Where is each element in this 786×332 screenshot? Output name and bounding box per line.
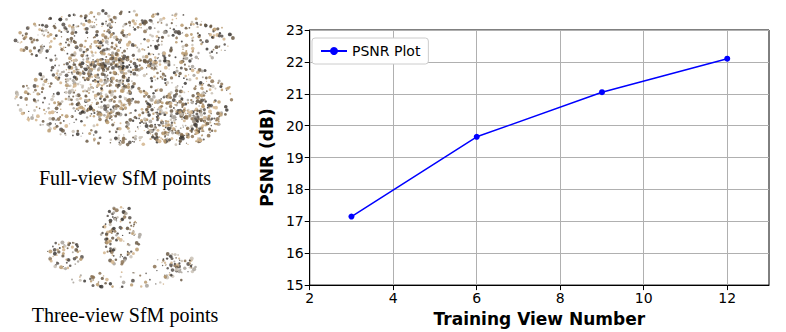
svg-text:10: 10	[635, 290, 653, 306]
svg-text:12: 12	[718, 290, 736, 306]
svg-text:2: 2	[305, 290, 314, 306]
svg-text:6: 6	[472, 290, 481, 306]
svg-text:16: 16	[286, 245, 304, 261]
svg-text:Training View Number: Training View Number	[434, 309, 646, 329]
svg-text:4: 4	[389, 290, 398, 306]
svg-text:18: 18	[286, 181, 304, 197]
svg-text:PSNR (dB): PSNR (dB)	[257, 108, 277, 207]
svg-text:8: 8	[556, 290, 565, 306]
svg-text:19: 19	[286, 150, 304, 166]
svg-text:23: 23	[286, 22, 304, 38]
svg-text:PSNR Plot: PSNR Plot	[352, 43, 421, 59]
svg-text:22: 22	[286, 54, 304, 70]
svg-text:17: 17	[286, 213, 304, 229]
svg-text:20: 20	[286, 118, 304, 134]
svg-text:Full-view SfM points: Full-view SfM points	[39, 167, 211, 190]
svg-text:Three-view SfM points: Three-view SfM points	[32, 304, 219, 327]
svg-text:21: 21	[286, 86, 304, 102]
svg-text:15: 15	[286, 277, 304, 293]
